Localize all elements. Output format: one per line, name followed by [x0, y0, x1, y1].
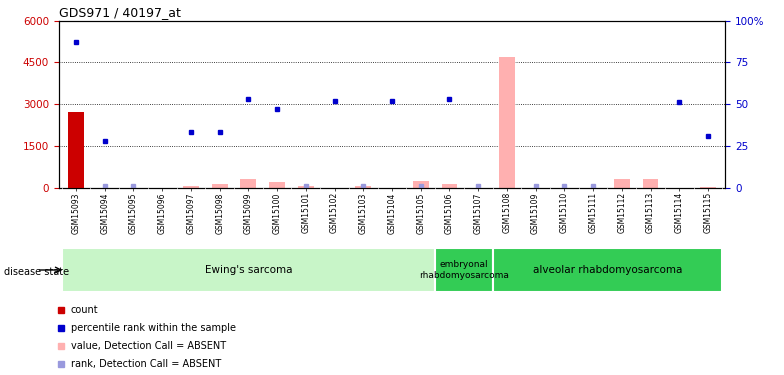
- Text: GSM15113: GSM15113: [646, 192, 655, 233]
- Text: GDS971 / 40197_at: GDS971 / 40197_at: [59, 6, 180, 20]
- Bar: [68, 112, 84, 188]
- Text: GSM15103: GSM15103: [359, 192, 368, 234]
- Bar: [441, 184, 457, 188]
- Text: GSM15112: GSM15112: [617, 192, 626, 233]
- Text: GSM15105: GSM15105: [416, 192, 425, 234]
- Bar: [298, 186, 314, 188]
- Text: GSM15101: GSM15101: [301, 192, 310, 233]
- Text: GSM15102: GSM15102: [330, 192, 339, 233]
- Text: rank, Detection Call = ABSENT: rank, Detection Call = ABSENT: [71, 359, 221, 369]
- Text: GSM15106: GSM15106: [445, 192, 454, 234]
- Text: count: count: [71, 305, 99, 315]
- Text: GSM15107: GSM15107: [474, 192, 483, 234]
- Text: GSM15104: GSM15104: [387, 192, 397, 234]
- Bar: [355, 186, 371, 188]
- Bar: [183, 186, 199, 188]
- Text: GSM15115: GSM15115: [703, 192, 713, 233]
- Text: disease state: disease state: [4, 267, 69, 277]
- Bar: [241, 178, 256, 188]
- Text: GSM15096: GSM15096: [158, 192, 167, 234]
- Bar: [643, 179, 659, 188]
- Bar: [499, 57, 515, 188]
- Text: embryonal
rhabdomyosarcoma: embryonal rhabdomyosarcoma: [419, 260, 509, 280]
- Text: GSM15108: GSM15108: [503, 192, 511, 233]
- Text: value, Detection Call = ABSENT: value, Detection Call = ABSENT: [71, 341, 226, 351]
- Text: GSM15100: GSM15100: [273, 192, 281, 234]
- Text: GSM15094: GSM15094: [100, 192, 109, 234]
- Text: alveolar rhabdomyosarcoma: alveolar rhabdomyosarcoma: [533, 265, 682, 275]
- Text: GSM15097: GSM15097: [187, 192, 195, 234]
- Bar: [700, 187, 716, 188]
- Text: GSM15098: GSM15098: [215, 192, 224, 234]
- Text: GSM15109: GSM15109: [531, 192, 540, 234]
- Text: GSM15093: GSM15093: [71, 192, 81, 234]
- Bar: [212, 184, 227, 188]
- Text: GSM15095: GSM15095: [129, 192, 138, 234]
- Text: percentile rank within the sample: percentile rank within the sample: [71, 323, 236, 333]
- Bar: [492, 248, 722, 292]
- Text: GSM15114: GSM15114: [675, 192, 684, 233]
- Bar: [62, 248, 435, 292]
- Text: GSM15110: GSM15110: [560, 192, 569, 233]
- Bar: [614, 179, 630, 188]
- Text: GSM15099: GSM15099: [244, 192, 253, 234]
- Text: Ewing's sarcoma: Ewing's sarcoma: [205, 265, 292, 275]
- Bar: [269, 182, 285, 188]
- Bar: [435, 248, 492, 292]
- Text: GSM15111: GSM15111: [589, 192, 597, 233]
- Bar: [413, 180, 429, 188]
